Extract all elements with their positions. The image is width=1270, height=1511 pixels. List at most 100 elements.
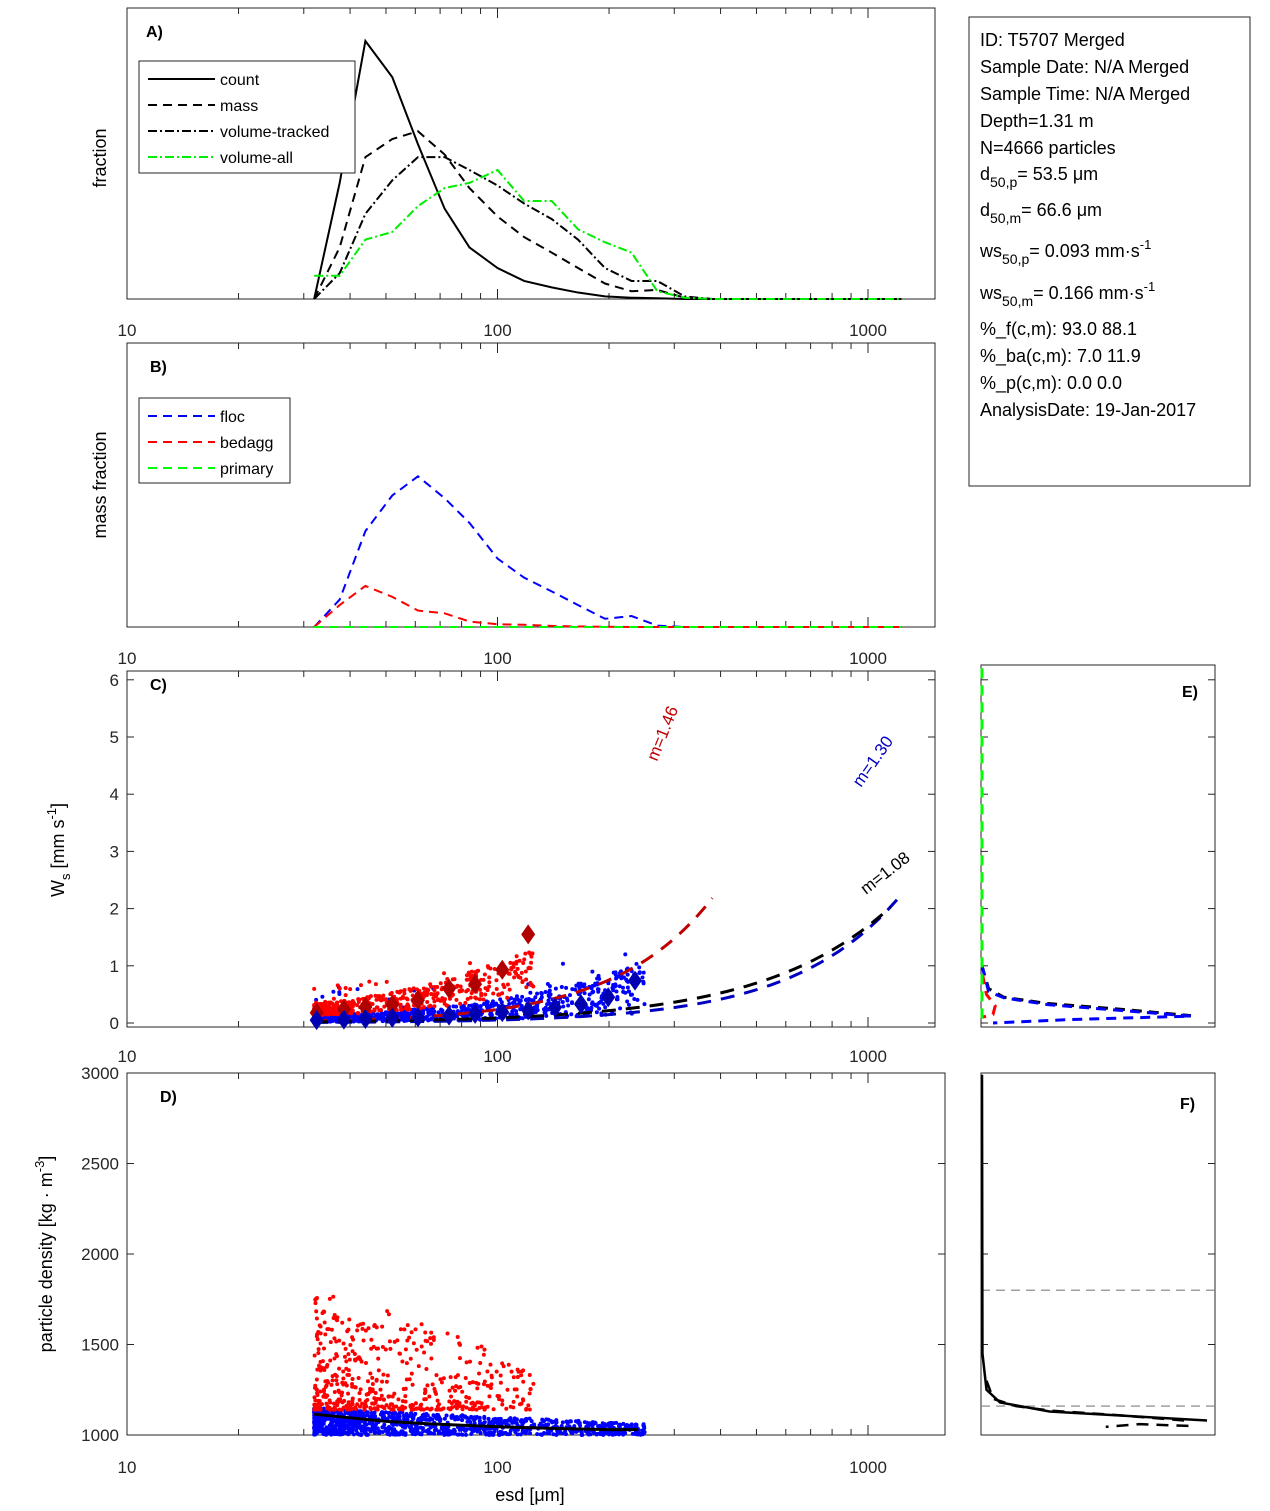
bedagg-particle bbox=[357, 1398, 362, 1403]
bedagg-particle bbox=[373, 1390, 378, 1395]
bedagg-bin-mean bbox=[410, 990, 425, 1011]
floc-particle bbox=[380, 1019, 385, 1024]
floc-particle bbox=[408, 1428, 413, 1433]
floc-particle bbox=[369, 1426, 374, 1431]
bedagg-particle bbox=[527, 1372, 532, 1377]
bedagg-particle bbox=[370, 1375, 375, 1380]
legend-label-volume-tracked: volume-tracked bbox=[220, 124, 329, 141]
bedagg-particle bbox=[424, 1366, 429, 1371]
floc-bin-mean bbox=[385, 1007, 400, 1028]
bedagg-particle bbox=[318, 1341, 323, 1346]
bedagg-particle bbox=[435, 1404, 440, 1409]
floc-particle bbox=[547, 984, 552, 989]
floc-particle bbox=[455, 1014, 460, 1019]
x-tick-label: 10 bbox=[118, 1047, 137, 1066]
floc-particle bbox=[547, 988, 552, 993]
bedagg-particle bbox=[343, 985, 348, 990]
bedagg-particle bbox=[498, 1380, 503, 1385]
bedagg-particle bbox=[392, 1339, 397, 1344]
floc-particle bbox=[432, 1431, 437, 1436]
bedagg-particle bbox=[429, 984, 434, 989]
bedagg-particle bbox=[342, 1398, 347, 1403]
floc-particle bbox=[593, 1421, 598, 1426]
floc-particle bbox=[590, 1000, 595, 1005]
panel-b-label: B) bbox=[150, 359, 167, 376]
bedagg-particle bbox=[315, 1393, 320, 1398]
bedagg-particle bbox=[352, 1352, 357, 1357]
floc-particle bbox=[335, 1431, 340, 1436]
bedagg-particle bbox=[515, 1375, 520, 1380]
floc-particle bbox=[535, 991, 540, 996]
floc-particle bbox=[586, 1424, 591, 1429]
x-tick-label: 100 bbox=[483, 321, 511, 340]
bedagg-particle bbox=[389, 1407, 394, 1412]
floc-particle bbox=[611, 988, 616, 993]
bedagg-particle bbox=[388, 1346, 393, 1351]
floc-particle bbox=[606, 1430, 611, 1435]
bedagg-particle bbox=[342, 1354, 347, 1359]
bedagg-particle bbox=[421, 986, 426, 991]
bedagg-particle bbox=[453, 1404, 458, 1409]
floc-particle bbox=[367, 1421, 372, 1426]
y-tick-label: 2000 bbox=[81, 1245, 119, 1264]
floc-particle bbox=[560, 1000, 565, 1005]
bedagg-particle bbox=[438, 1377, 443, 1382]
bedagg-particle bbox=[334, 1339, 339, 1344]
bedagg-particle bbox=[487, 984, 492, 989]
bedagg-particle bbox=[378, 1387, 383, 1392]
legend-label-volume-all: volume-all bbox=[220, 150, 293, 167]
bedagg-particle bbox=[366, 1326, 371, 1331]
floc-particle bbox=[498, 997, 503, 1002]
bedagg-particle bbox=[425, 1406, 430, 1411]
bedagg-particle bbox=[527, 950, 532, 955]
floc-particle bbox=[545, 1422, 550, 1427]
bedagg-particle bbox=[328, 1340, 333, 1345]
floc-particle bbox=[331, 989, 336, 994]
bedagg-particle bbox=[402, 988, 407, 993]
floc-particle bbox=[554, 1432, 559, 1437]
floc-particle bbox=[359, 1432, 364, 1437]
bedagg-particle bbox=[481, 1352, 486, 1357]
bedagg-particle bbox=[520, 1397, 525, 1402]
bedagg-particle bbox=[511, 1399, 516, 1404]
floc-particle bbox=[613, 970, 618, 975]
bedagg-particle bbox=[331, 1401, 336, 1406]
bedagg-particle bbox=[470, 1405, 475, 1410]
floc-particle bbox=[520, 994, 525, 999]
floc-particle bbox=[314, 1425, 319, 1430]
bedagg-particle bbox=[315, 1332, 320, 1337]
floc-particle bbox=[461, 1003, 466, 1008]
bedagg-particle bbox=[529, 954, 534, 959]
bedagg-particle bbox=[435, 1407, 440, 1412]
floc-particle bbox=[459, 1417, 464, 1422]
bedagg-particle bbox=[464, 1395, 469, 1400]
bedagg-particle bbox=[500, 1402, 505, 1407]
panel-d-y-label: particle density [kg · m-3] bbox=[32, 1156, 56, 1353]
bedagg-particle bbox=[332, 1009, 337, 1014]
bedagg-particle bbox=[419, 1344, 424, 1349]
panel-a-series bbox=[313, 38, 902, 300]
floc-particle bbox=[633, 1422, 638, 1427]
floc-bin-mean bbox=[358, 1008, 373, 1029]
bedagg-particle bbox=[321, 1346, 326, 1351]
floc-particle bbox=[613, 1432, 618, 1437]
series-mass bbox=[313, 130, 902, 300]
floc-particle bbox=[561, 1004, 566, 1009]
floc-particle bbox=[333, 1424, 338, 1429]
floc-particle bbox=[614, 976, 619, 981]
bedagg-particle bbox=[477, 997, 482, 1002]
bedagg-particle bbox=[403, 1386, 408, 1391]
bedagg-particle bbox=[384, 1403, 389, 1408]
floc-particle bbox=[640, 1428, 645, 1433]
bedagg-particle bbox=[507, 987, 512, 992]
floc-particle bbox=[486, 1430, 491, 1435]
bedagg-bin-mean bbox=[521, 924, 536, 945]
bedagg-particle bbox=[351, 1001, 356, 1006]
bedagg-particle bbox=[519, 1373, 524, 1378]
floc-particle bbox=[602, 1424, 607, 1429]
floc-particle bbox=[490, 999, 495, 1004]
floc-particle bbox=[425, 1413, 430, 1418]
bedagg-particle bbox=[482, 1347, 487, 1352]
floc-particle bbox=[524, 997, 529, 1002]
bedagg-particle bbox=[450, 1405, 455, 1410]
